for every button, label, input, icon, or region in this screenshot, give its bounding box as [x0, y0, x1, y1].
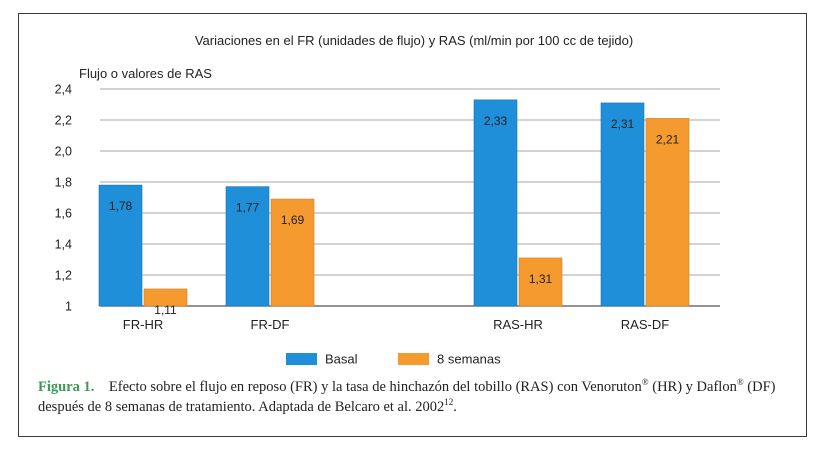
bar-8-semanas-fr-df — [270, 198, 315, 307]
legend-swatch-basal — [286, 353, 317, 365]
y-tick-label: 2,2 — [55, 114, 72, 128]
registered-mark-1: ® — [641, 377, 649, 388]
bar-value-label: 1,31 — [529, 272, 553, 286]
bar-basal-fr-df — [225, 186, 270, 307]
bar-8-semanas-ras-hr — [518, 257, 563, 307]
bar-value-label: 1,11 — [154, 303, 177, 317]
bar-value-label: 2,33 — [484, 114, 508, 128]
bar-value-label: 1,77 — [236, 201, 260, 215]
bar-value-label: 2,21 — [656, 132, 680, 146]
y-tick-label: 1 — [65, 300, 72, 314]
bar-value-label: 1,78 — [109, 199, 133, 213]
y-tick-label: 1,4 — [55, 238, 72, 252]
bar-value-label: 1,69 — [281, 213, 305, 227]
bar-8-semanas-fr-hr — [143, 288, 188, 307]
y-tick-label: 2,0 — [55, 145, 72, 159]
caption-text-5: . — [453, 399, 457, 415]
bar-chart: Variaciones en el FR (unidades de flujo)… — [55, 33, 720, 367]
caption-text-2: (HR) y Daflon — [648, 379, 737, 395]
registered-mark-2: ® — [736, 377, 744, 388]
reference-number: 12 — [444, 397, 454, 408]
x-tick-label: RAS-HR — [493, 317, 543, 332]
caption-text-4: después de 8 semanas de tratamiento. Ada… — [38, 399, 445, 415]
y-tick-label: 1,6 — [55, 207, 72, 221]
bar-basal-fr-hr — [98, 184, 143, 307]
x-tick-label: FR-DF — [251, 317, 290, 332]
caption-text-3: (DF) — [743, 379, 776, 395]
y-axis-label: Flujo o valores de RAS — [79, 66, 212, 81]
caption-text-1: Efecto sobre el flujo en reposo (FR) y l… — [108, 379, 642, 395]
x-tick-label: FR-HR — [123, 317, 163, 332]
legend-label: 8 semanas — [437, 352, 501, 367]
y-tick-label: 1,2 — [55, 269, 72, 283]
bar-basal-ras-df — [600, 102, 645, 307]
x-tick-label: RAS-DF — [621, 317, 669, 332]
y-tick-label: 1,8 — [55, 176, 72, 190]
figure-caption: Figura 1. Efecto sobre el flujo en repos… — [38, 377, 798, 417]
legend-swatch-8-semanas — [398, 353, 429, 365]
bar-8-semanas-ras-df — [645, 118, 690, 307]
bar-value-label: 2,31 — [611, 117, 635, 131]
chart-title: Variaciones en el FR (unidades de flujo)… — [195, 33, 633, 48]
y-tick-label: 2,4 — [55, 83, 72, 97]
legend-label: Basal — [325, 352, 358, 367]
figure-label: Figura 1. — [38, 379, 95, 395]
bar-basal-ras-hr — [473, 99, 518, 307]
